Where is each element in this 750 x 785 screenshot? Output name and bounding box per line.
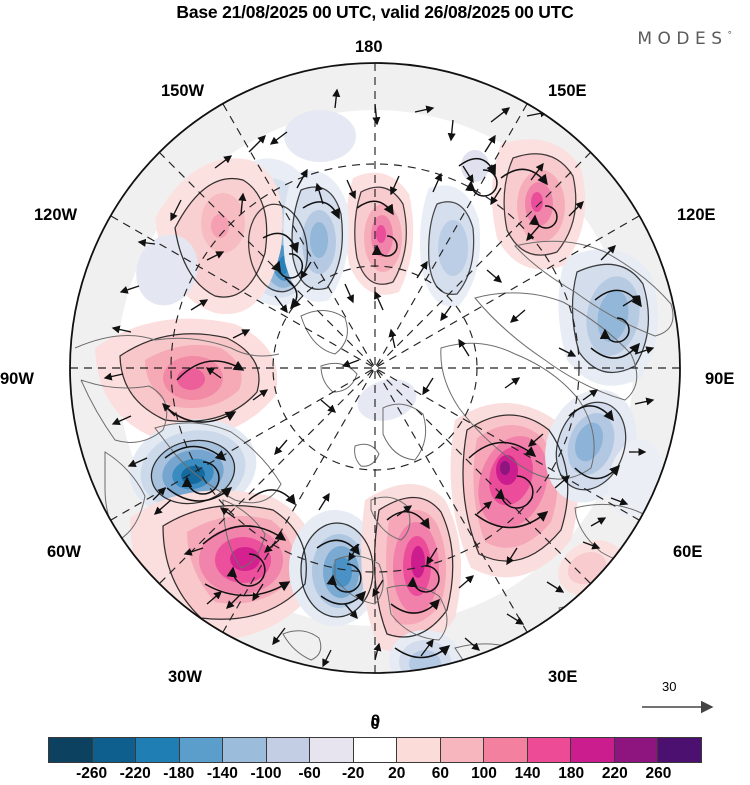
graticule-layer [70,63,680,673]
colorbar-tick: -100 [250,765,282,782]
lon-label-60W: 60W [47,543,81,561]
colorbar-segment [658,738,701,762]
lon-label-30W: 30W [168,668,202,686]
colorbar-segment [440,738,485,762]
colorbar-tick: -60 [298,765,321,782]
lon-label-30E: 30E [548,668,578,686]
colorbar-segment [397,738,441,762]
colorbar-swatches [48,737,702,763]
lon-label-90E: 90E [705,370,735,388]
colorbar-segment [614,738,659,762]
colorbar-tick: 60 [431,765,450,782]
vortex-marker-layer [181,169,630,593]
colorbar-zero-label: 0 [370,716,380,733]
colorbar-tick: -260 [76,765,108,782]
colorbar-tick: -180 [163,765,195,782]
reference-vector-arrow [642,700,714,714]
modes-logo: MODES° [637,29,732,49]
lon-label-150E: 150E [548,82,587,100]
lon-label-90W: 90W [0,370,34,388]
reference-vector-label: 30 [662,679,677,694]
colorbar-tick-labels: -260 -220 -180 -140 -100 -60 -20 20 60 100 140 180 2… [48,765,702,785]
colorbar-segment [310,738,354,762]
lon-label-180: 180 [355,38,383,56]
lon-label-120E: 120E [677,206,716,224]
map-field [70,63,680,673]
lon-label-0: 0 [371,712,381,730]
curved-wind-vector-layer [164,157,642,659]
colorbar-segment [527,738,572,762]
logo-text: MODES [637,29,728,49]
colorbar-segment [484,738,528,762]
colorbar-segment [179,738,224,762]
colorbar-segment [353,738,398,762]
globe-outline [69,62,681,674]
reference-vector: 30 [640,679,736,717]
colorbar: 0 -260 -220 -180 -140 -100 -60 -20 20 60 100 140 18… [0,716,750,783]
colorbar-segment [223,738,267,762]
colorbar-segment [571,738,615,762]
colorbar-tick: 180 [558,765,585,782]
colorbar-segment [266,738,311,762]
logo-degree-mark: ° [727,30,733,41]
colorbar-tick: 100 [471,765,497,782]
colorbar-tick: 140 [514,765,541,782]
colorbar-tick: 220 [601,765,628,782]
lon-label-60E: 60E [673,543,703,561]
colorbar-tick: -20 [341,765,365,782]
colorbar-segment [92,738,137,762]
colorbar-tick: 260 [645,765,672,782]
colorbar-segment [49,738,93,762]
colorbar-tick: 20 [388,765,406,782]
colorbar-segment [136,738,180,762]
lon-label-150W: 150W [161,82,205,100]
page-title: Base 21/08/2025 00 UTC, valid 26/08/2025… [176,2,574,22]
lon-label-120W: 120W [34,206,78,224]
polar-map-container: 180 150E 120E 90E 60E 30E 0 30W 60W 90W … [0,38,734,730]
colorbar-tick: -220 [119,765,151,782]
polar-stereographic-map[interactable] [35,48,715,688]
colorbar-tick: -140 [206,765,238,782]
